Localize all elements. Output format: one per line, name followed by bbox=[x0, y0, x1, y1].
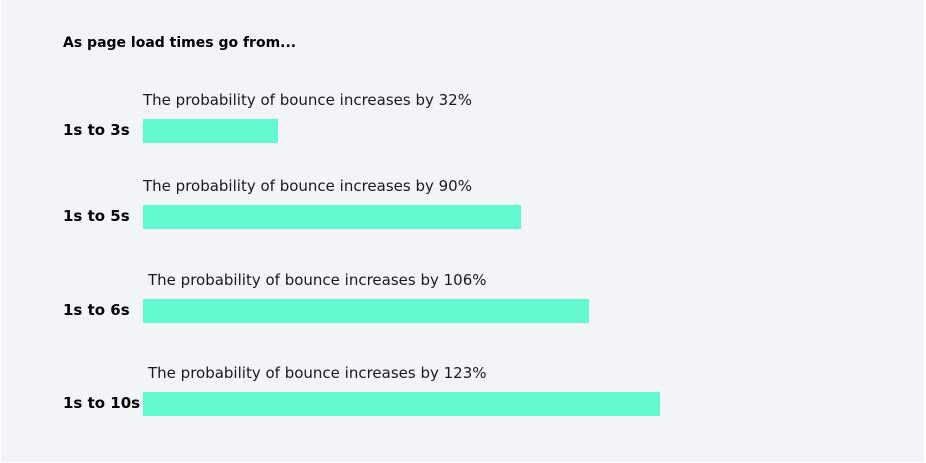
bar bbox=[143, 392, 660, 416]
bar bbox=[143, 299, 589, 323]
chart-title: As page load times go from... bbox=[63, 35, 297, 51]
bar-annotation: The probability of bounce increases by 1… bbox=[148, 271, 487, 289]
bar bbox=[143, 205, 521, 229]
category-label: 1s to 6s bbox=[63, 301, 130, 319]
category-label: 1s to 5s bbox=[63, 207, 130, 225]
bar-annotation: The probability of bounce increases by 3… bbox=[143, 91, 472, 109]
bar-annotation: The probability of bounce increases by 1… bbox=[148, 364, 487, 382]
bar-annotation: The probability of bounce increases by 9… bbox=[143, 177, 472, 195]
bar bbox=[143, 119, 278, 143]
category-label: 1s to 10s bbox=[63, 394, 141, 412]
category-label: 1s to 3s bbox=[63, 121, 130, 139]
